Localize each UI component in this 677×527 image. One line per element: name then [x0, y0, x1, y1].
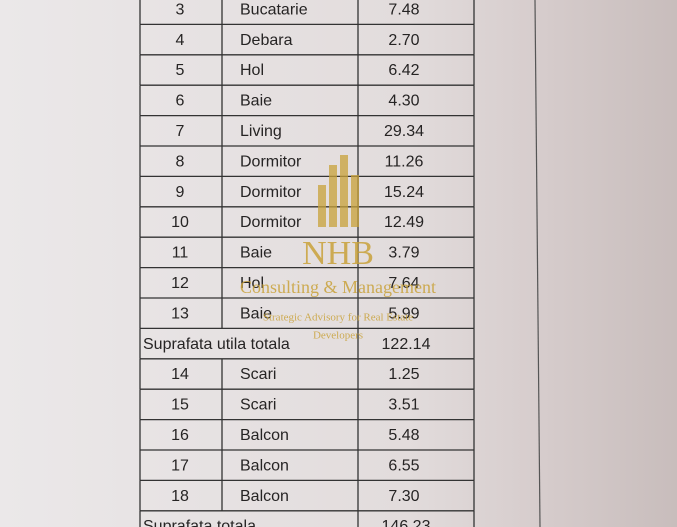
total-label: Suprafata utila totala	[143, 336, 290, 353]
watermark-brand: NHB	[302, 235, 374, 272]
table-row: 14 Scari 1.25	[139, 358, 475, 390]
table-row: 17 Balcon 6.55	[139, 449, 475, 481]
room-name: Dormitor	[240, 153, 302, 170]
row-number: 5	[176, 62, 185, 79]
table: 3 Bucatarie 7.48 4 Debara 2.70 5 Hol 6.42 6 Baie 4.…	[139, 0, 475, 527]
table-row: 8 Dormitor 11.26	[139, 145, 475, 177]
room-name: Dormitor	[240, 214, 302, 231]
watermark-logo	[318, 155, 359, 227]
room-name: Baie	[240, 245, 272, 262]
table-row: 10 Dormitor 12.49	[139, 206, 475, 238]
room-area: 7.64	[388, 275, 419, 292]
room-area: 7.30	[388, 488, 419, 505]
room-name: Dormitor	[240, 184, 302, 201]
table-row: 15 Scari 3.51	[139, 388, 475, 420]
total-row: Suprafata totala 146.23	[139, 510, 475, 527]
watermark-tagline: Consulting & Management	[240, 277, 436, 297]
row-number: 7	[176, 123, 185, 140]
row-number: 18	[171, 488, 189, 505]
table-row: 4 Debara 2.70	[139, 23, 475, 55]
room-area: 1.25	[388, 366, 419, 383]
row-number: 14	[171, 366, 189, 383]
table-row: 12 Hol 7.64	[139, 266, 475, 298]
total-label: Suprafata totala	[143, 518, 256, 527]
table-row: 3 Bucatarie 7.48	[139, 0, 475, 25]
table-row: 18 Balcon 7.30	[139, 479, 475, 511]
row-number: 3	[176, 1, 185, 18]
watermark-subtitle: Developers	[313, 330, 363, 342]
room-area: 6.55	[388, 457, 419, 474]
room-name: Balcon	[240, 488, 289, 505]
row-number: 9	[176, 184, 185, 201]
table-row: 6 Baie 4.30	[139, 84, 475, 116]
room-area: 12.49	[384, 214, 424, 231]
room-area: 5.99	[388, 305, 419, 322]
room-area: 4.30	[388, 93, 419, 110]
row-number: 17	[171, 457, 189, 474]
room-name: Hol	[240, 62, 264, 79]
room-area: 3.51	[388, 397, 419, 414]
row-number: 12	[171, 275, 189, 292]
room-name: Debara	[240, 32, 293, 49]
room-name: Scari	[240, 366, 276, 383]
room-area: 3.79	[388, 245, 419, 262]
room-area: 5.48	[388, 427, 419, 444]
room-area: 7.48	[388, 1, 419, 18]
table-row: 11 Baie 3.79	[139, 236, 475, 268]
row-number: 13	[171, 305, 189, 322]
room-name: Baie	[240, 305, 272, 322]
room-name: Balcon	[240, 427, 289, 444]
room-name: Scari	[240, 397, 276, 414]
watermark: NHB Consulting & Management Strategic Ad…	[240, 155, 436, 342]
outer-border	[534, 0, 541, 527]
room-area: 29.34	[384, 123, 424, 140]
total-area: 146.23	[382, 518, 431, 527]
row-number: 11	[172, 245, 189, 262]
table-row: 5 Hol 6.42	[139, 54, 475, 86]
room-name: Balcon	[240, 457, 289, 474]
row-number: 8	[176, 153, 185, 170]
table-row: 16 Balcon 5.48	[139, 418, 475, 450]
room-area: 6.42	[388, 62, 419, 79]
total-area: 122.14	[382, 336, 431, 353]
room-name: Bucatarie	[240, 1, 308, 18]
room-name: Baie	[240, 93, 272, 110]
room-name: Living	[240, 123, 282, 140]
table-row: 13 Baie 5.99	[139, 297, 475, 329]
watermark-subtitle: Strategic Advisory for Real Estate	[263, 312, 413, 324]
total-row: Suprafata utila totala 122.14	[139, 327, 475, 359]
row-number: 10	[171, 214, 189, 231]
room-area: 2.70	[388, 32, 419, 49]
room-name: Hol	[240, 275, 264, 292]
room-area: 15.24	[384, 184, 424, 201]
row-number: 15	[171, 397, 189, 414]
room-area: 11.26	[385, 153, 424, 170]
row-number: 4	[176, 32, 185, 49]
table-row: 9 Dormitor 15.24	[139, 175, 475, 207]
table-row: 7 Living 29.34	[139, 114, 475, 146]
row-number: 16	[171, 427, 189, 444]
row-number: 6	[176, 93, 185, 110]
